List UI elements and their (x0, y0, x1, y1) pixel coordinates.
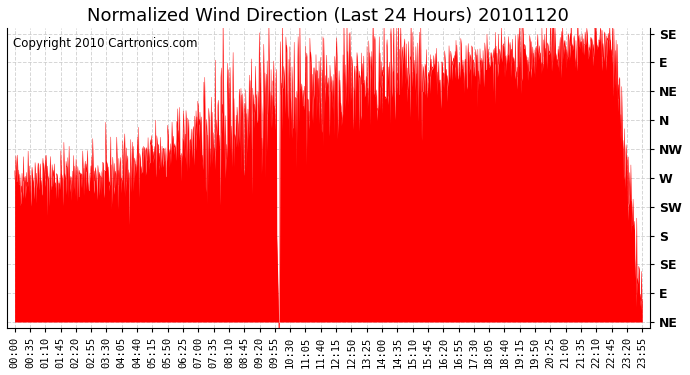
Text: Copyright 2010 Cartronics.com: Copyright 2010 Cartronics.com (13, 37, 198, 50)
Title: Normalized Wind Direction (Last 24 Hours) 20101120: Normalized Wind Direction (Last 24 Hours… (88, 7, 569, 25)
